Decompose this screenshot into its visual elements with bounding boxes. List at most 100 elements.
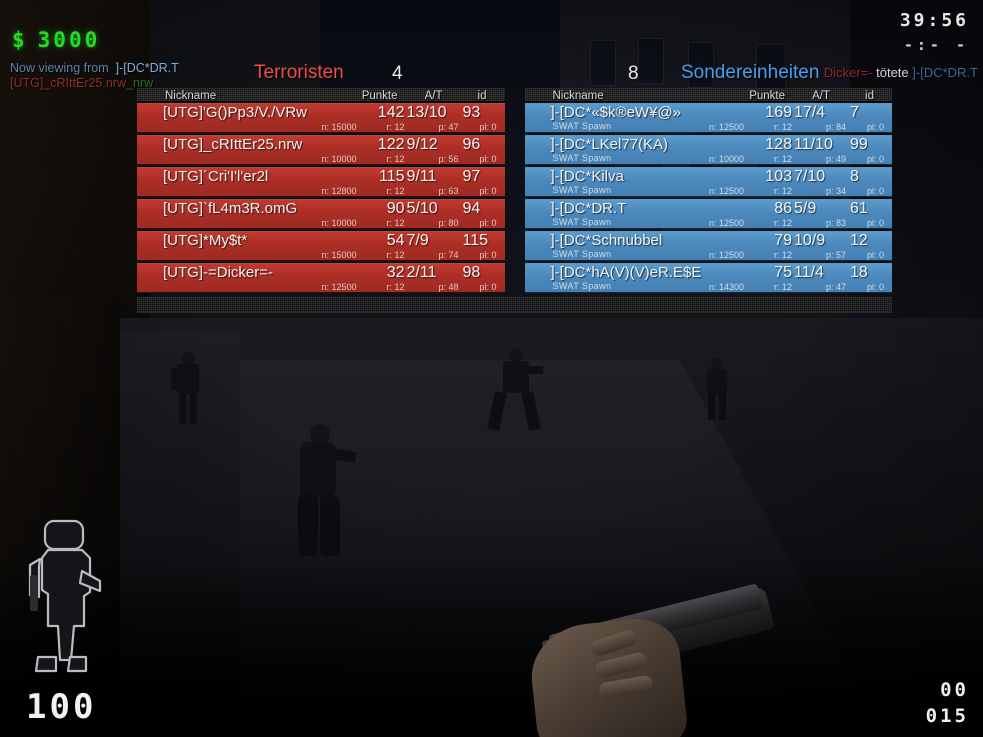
scoreboard-row[interactable]: ]-[DC*«$k®eW¥@» SWAT Spawn 169 17/4 7 n: 1250… <box>524 103 892 133</box>
player-packetloss: pl: 0 <box>866 218 884 228</box>
player-ping: p: 74 <box>438 250 459 260</box>
team-score-blue: 8 <box>628 63 639 84</box>
team-score-red: 4 <box>392 63 403 84</box>
player-id: 99 <box>850 136 868 153</box>
scoreboard-row[interactable]: [UTG]*My$t* 54 7/9 115 n: 15000 r: 12 p: 74 pl:… <box>137 231 505 261</box>
spectator-line2: [UTG]_cRIttEr25.nrw_nrw <box>10 76 179 91</box>
player-kills-deaths: 5/10 <box>406 200 438 217</box>
player-id: 97 <box>462 168 481 185</box>
player-kills-deaths: 11/10 <box>794 136 833 153</box>
scoreboard-row[interactable]: ]-[DC*hA(V)(V)eR.E$E SWAT Spawn 75 11/4 18 n:… <box>524 263 892 293</box>
player-id: 18 <box>850 264 868 281</box>
player-points: 169 <box>765 104 792 121</box>
player-name: ]-[DC*«$k®eW¥@» <box>550 104 681 121</box>
ammo-reserve: 015 <box>925 705 969 727</box>
player-ping: p: 84 <box>825 122 846 132</box>
player-name: ]-[DC*Kilva <box>550 168 624 185</box>
player-name: ]-[DC*DR.T <box>550 200 627 217</box>
scoreboard-header-blue: Nickname Punkte A/T id <box>524 88 892 102</box>
scoreboard-headers: Nickname Punkte A/T id Nickname Punkte A… <box>137 88 892 102</box>
column-header-at: A/T <box>424 90 443 102</box>
player-kills-deaths: 9/11 <box>406 168 437 185</box>
health-value: 100 <box>26 687 97 727</box>
scoreboard-footer <box>137 297 892 313</box>
npc-silhouette <box>700 358 734 420</box>
player-points: 79 <box>774 232 792 249</box>
player-rounds: r: 12 <box>386 218 405 228</box>
player-ping: p: 56 <box>438 154 459 164</box>
player-id: 93 <box>462 104 481 121</box>
player-kills-deaths: 17/4 <box>794 104 826 121</box>
player-spawn-label: SWAT Spawn <box>552 217 612 227</box>
scoreboard-row[interactable]: [UTG]´Cri'I'l'er2l 115 9/11 97 n: 12800 r: 12… <box>137 167 505 197</box>
player-id: 61 <box>850 200 868 217</box>
player-money: n: 12500 <box>321 282 357 292</box>
player-rounds: r: 12 <box>773 250 792 260</box>
player-rounds: r: 12 <box>773 282 792 292</box>
player-packetloss: pl: 0 <box>866 154 884 164</box>
player-points: 115 <box>378 168 405 185</box>
player-money: n: 15000 <box>321 250 357 260</box>
killfeed-killer: Dicker=- <box>823 65 873 80</box>
column-header-points: Punkte <box>361 90 398 102</box>
timer-main: 39:56 <box>899 10 969 31</box>
player-ping: p: 49 <box>825 154 846 164</box>
player-packetloss: pl: 0 <box>866 282 884 292</box>
player-packetloss: pl: 0 <box>479 154 497 164</box>
column-header-id: id <box>865 90 874 102</box>
health-display: 100 <box>10 515 160 727</box>
scoreboard-row[interactable]: ]-[DC*LKel77(KA) SWAT Spawn 128 11/10 99 n: 1… <box>524 135 892 165</box>
player-id: 12 <box>850 232 868 249</box>
player-points: 103 <box>765 168 792 185</box>
player-rounds: r: 12 <box>773 154 792 164</box>
player-spawn-label: SWAT Spawn <box>552 249 612 259</box>
player-name: ]-[DC*LKel77(KA) <box>550 136 669 153</box>
player-money: n: 12500 <box>708 122 744 132</box>
player-ping: p: 57 <box>825 250 846 260</box>
scoreboard-row[interactable]: ]-[DC*DR.T SWAT Spawn 86 5/9 61 n: 12500 r: 12… <box>524 199 892 229</box>
first-person-weapon <box>526 487 833 737</box>
column-header-id: id <box>477 90 487 102</box>
player-rounds: r: 12 <box>773 218 792 228</box>
scoreboard-row[interactable]: ]-[DC*Schnubbel SWAT Spawn 79 10/9 12 n: 1250… <box>524 231 892 261</box>
player-money: n: 10000 <box>321 218 357 228</box>
currency-symbol: $ <box>12 28 28 52</box>
team-name-red: Terroristen <box>254 62 344 83</box>
player-kills-deaths: 7/9 <box>406 232 429 249</box>
scoreboard-row[interactable]: [UTG]`fL4m3R.omG 90 5/10 94 n: 10000 r: 12 p: … <box>137 199 505 229</box>
player-points: 54 <box>386 232 405 249</box>
player-points: 90 <box>386 200 405 217</box>
player-packetloss: pl: 0 <box>866 122 884 132</box>
player-kills-deaths: 7/10 <box>794 168 826 185</box>
player-money: n: 12500 <box>708 250 744 260</box>
scoreboard-row[interactable]: [UTG]_cRIttEr25.nrw 122 9/12 96 n: 10000 r: 1… <box>137 135 505 165</box>
kill-feed: Dicker=- tötete ]-[DC*DR.T <box>824 65 978 80</box>
player-rounds: r: 12 <box>386 282 405 292</box>
scoreboard-row[interactable]: [UTG]-=Dicker=- 32 2/11 98 n: 12500 r: 12 p: 4… <box>137 263 505 293</box>
spectator-line1: Now viewing from ]-[DC*DR.T <box>10 61 179 76</box>
player-ping: p: 63 <box>438 186 459 196</box>
npc-silhouette-crouching <box>288 420 358 560</box>
player-packetloss: pl: 0 <box>866 186 884 196</box>
player-kills-deaths: 2/11 <box>406 264 437 281</box>
player-id: 115 <box>462 232 489 249</box>
player-name: [UTG]_cRIttEr25.nrw <box>163 136 303 153</box>
player-rounds: r: 12 <box>386 154 405 164</box>
player-name: [UTG]´Cri'I'l'er2l <box>163 168 269 185</box>
team-name-blue: Sondereinheiten <box>681 62 820 83</box>
scoreboard-body: [UTG]'G()Pp3/V./VRw 142 13/10 93 n: 15000 r: … <box>137 103 892 295</box>
column-header-nickname: Nickname <box>165 90 217 102</box>
player-name: [UTG]`fL4m3R.omG <box>163 200 298 217</box>
player-kills-deaths: 5/9 <box>794 200 817 217</box>
scoreboard-row[interactable]: ]-[DC*Kilva SWAT Spawn 103 7/10 8 n: 12500 r: … <box>524 167 892 197</box>
scoreboard-row[interactable]: [UTG]'G()Pp3/V./VRw 142 13/10 93 n: 15000 r: … <box>137 103 505 133</box>
player-id: 7 <box>850 104 859 121</box>
player-kills-deaths: 13/10 <box>406 104 447 121</box>
player-kills-deaths: 10/9 <box>794 232 826 249</box>
player-name: [UTG]-=Dicker=- <box>163 264 274 281</box>
npc-silhouette <box>487 348 543 431</box>
player-spawn-label: SWAT Spawn <box>552 121 612 131</box>
ammo-display: 00 015 <box>926 679 969 727</box>
player-packetloss: pl: 0 <box>479 218 497 228</box>
